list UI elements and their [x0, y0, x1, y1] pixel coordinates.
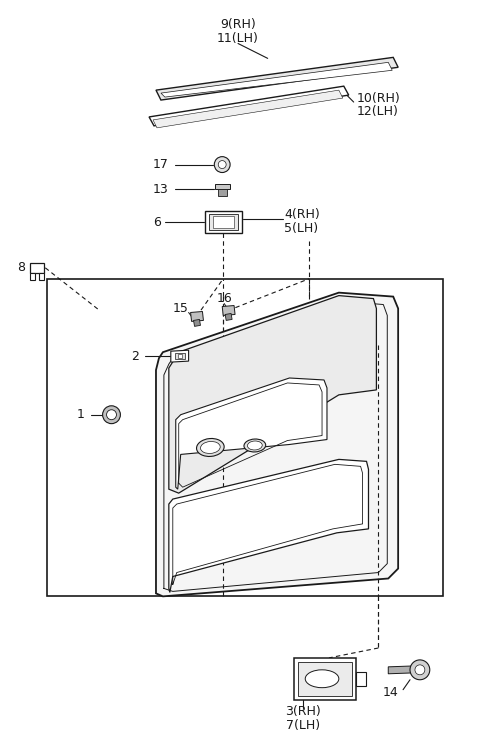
Circle shape: [103, 406, 120, 424]
Polygon shape: [30, 263, 44, 273]
Polygon shape: [169, 459, 369, 593]
Text: 11(LH): 11(LH): [217, 32, 259, 45]
Text: 14: 14: [383, 686, 398, 699]
Polygon shape: [205, 212, 242, 233]
Polygon shape: [222, 306, 235, 316]
Ellipse shape: [244, 439, 266, 452]
Bar: [47, 279, 443, 596]
Text: 1: 1: [77, 408, 85, 421]
Ellipse shape: [196, 438, 224, 456]
Ellipse shape: [201, 441, 220, 453]
Text: 17: 17: [153, 158, 169, 171]
Polygon shape: [176, 378, 327, 489]
Text: 15: 15: [173, 302, 189, 315]
Polygon shape: [156, 57, 398, 100]
Text: 3(RH): 3(RH): [286, 705, 321, 718]
Polygon shape: [193, 319, 201, 326]
Polygon shape: [218, 190, 227, 197]
Polygon shape: [294, 658, 356, 700]
Polygon shape: [213, 216, 234, 228]
Circle shape: [107, 410, 117, 419]
Polygon shape: [298, 662, 352, 696]
Circle shape: [218, 160, 226, 169]
Text: 16: 16: [216, 292, 232, 305]
Text: 6: 6: [153, 215, 161, 229]
Polygon shape: [178, 354, 182, 358]
Polygon shape: [388, 666, 416, 674]
Polygon shape: [39, 273, 44, 279]
Text: 10(RH): 10(RH): [357, 92, 400, 105]
Polygon shape: [209, 214, 238, 230]
Polygon shape: [153, 90, 343, 128]
Polygon shape: [216, 184, 230, 190]
Polygon shape: [169, 296, 376, 493]
Text: 8: 8: [18, 261, 25, 274]
Polygon shape: [175, 353, 185, 359]
Ellipse shape: [247, 441, 262, 450]
Circle shape: [410, 660, 430, 680]
Text: 9(RH): 9(RH): [220, 18, 256, 31]
Text: 12(LH): 12(LH): [357, 105, 398, 118]
Polygon shape: [191, 312, 204, 322]
Polygon shape: [156, 293, 398, 596]
Text: 2: 2: [131, 349, 139, 363]
Text: 7(LH): 7(LH): [286, 719, 320, 732]
Circle shape: [415, 665, 425, 675]
Text: 4(RH): 4(RH): [285, 208, 320, 221]
Polygon shape: [356, 672, 366, 686]
Polygon shape: [225, 313, 232, 321]
Text: 5(LH): 5(LH): [285, 221, 319, 235]
Polygon shape: [30, 273, 36, 279]
Text: 13: 13: [153, 183, 169, 196]
Polygon shape: [149, 86, 349, 126]
Ellipse shape: [305, 670, 339, 687]
Circle shape: [214, 157, 230, 172]
Polygon shape: [161, 62, 392, 97]
Polygon shape: [171, 350, 189, 362]
